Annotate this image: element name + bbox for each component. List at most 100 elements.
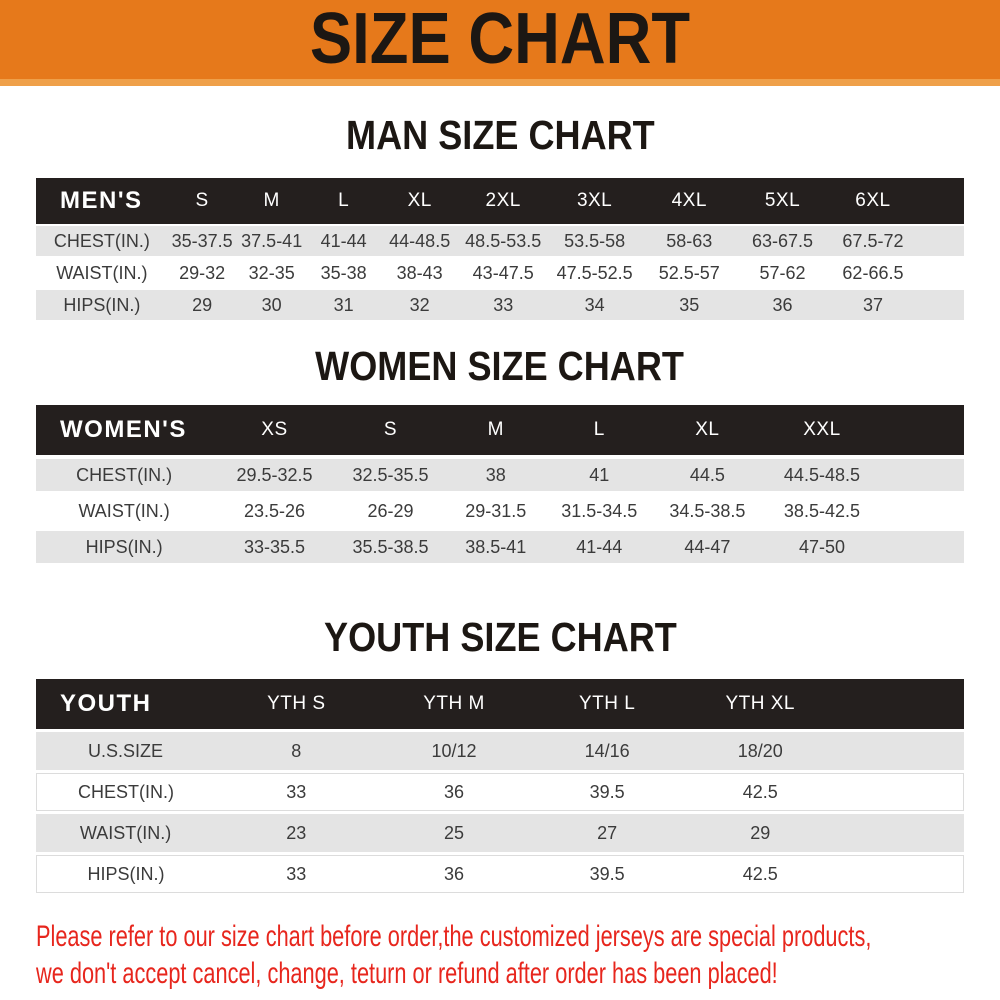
spacer-cell <box>836 855 964 893</box>
women-corner-label: WOMEN'S <box>36 405 213 455</box>
size-value-cell: 38.5-42.5 <box>763 495 881 527</box>
spacer-cell <box>880 531 964 563</box>
men-table-wrap: MEN'S S M L XL 2XL 3XL 4XL 5XL 6XL CHEST… <box>36 176 964 322</box>
size-value-cell: 36 <box>377 855 531 893</box>
row-label: CHEST(IN.) <box>36 226 168 256</box>
column-header: 6XL <box>828 178 918 224</box>
size-value-cell: 33 <box>459 290 548 320</box>
youth-waist-row: WAIST(IN.) 23 25 27 29 <box>36 814 964 852</box>
spacer-cell <box>880 495 964 527</box>
women-waist-row: WAIST(IN.) 23.5-26 26-29 29-31.5 31.5-34… <box>36 495 964 527</box>
column-header: YTH XL <box>683 679 837 729</box>
column-header: M <box>444 405 548 455</box>
women-size-table: WOMEN'S XS S M L XL XXL CHEST(IN.) 29.5-… <box>36 401 964 567</box>
size-value-cell: 31 <box>306 290 381 320</box>
men-hips-row: HIPS(IN.) 29 30 31 32 33 34 35 36 37 <box>36 290 964 320</box>
size-value-cell: 41-44 <box>306 226 381 256</box>
size-value-cell: 41 <box>547 459 652 491</box>
size-value-cell: 33-35.5 <box>212 531 337 563</box>
column-header: 3XL <box>547 178 642 224</box>
size-value-cell: 44.5 <box>651 459 764 491</box>
spacer-cell <box>917 290 964 320</box>
row-label: U.S.SIZE <box>36 732 216 770</box>
column-header: M <box>236 178 307 224</box>
row-label: CHEST(IN.) <box>36 773 216 811</box>
column-header: S <box>336 405 445 455</box>
size-value-cell: 18/20 <box>683 732 837 770</box>
row-label: HIPS(IN.) <box>36 855 216 893</box>
size-value-cell: 41-44 <box>547 531 652 563</box>
spacer-cell <box>917 258 964 288</box>
size-value-cell: 30 <box>236 290 307 320</box>
spacer-cell <box>917 226 964 256</box>
size-value-cell: 25 <box>377 814 531 852</box>
column-header: XL <box>651 405 764 455</box>
disclaimer-line-1: Please refer to our size chart before or… <box>36 920 872 953</box>
women-hips-row: HIPS(IN.) 33-35.5 35.5-38.5 38.5-41 41-4… <box>36 531 964 563</box>
men-size-table: MEN'S S M L XL 2XL 3XL 4XL 5XL 6XL CHEST… <box>36 176 964 322</box>
size-value-cell: 14/16 <box>530 732 684 770</box>
size-value-cell: 47-50 <box>763 531 881 563</box>
size-value-cell: 27 <box>530 814 684 852</box>
size-value-cell: 33 <box>215 773 378 811</box>
size-value-cell: 67.5-72 <box>828 226 918 256</box>
youth-chest-row: CHEST(IN.) 33 36 39.5 42.5 <box>36 773 964 811</box>
man-section-heading: MAN SIZE CHART <box>0 115 1000 156</box>
size-value-cell: 43-47.5 <box>459 258 548 288</box>
column-header: L <box>547 405 652 455</box>
size-value-cell: 23.5-26 <box>212 495 337 527</box>
row-label: HIPS(IN.) <box>36 531 213 563</box>
column-header: XXL <box>763 405 881 455</box>
youth-ussize-row: U.S.SIZE 8 10/12 14/16 18/20 <box>36 732 964 770</box>
size-value-cell: 29-32 <box>167 258 237 288</box>
man-heading-text: MAN SIZE CHART <box>345 112 655 158</box>
men-header-row: MEN'S S M L XL 2XL 3XL 4XL 5XL 6XL <box>36 178 964 224</box>
size-value-cell: 32.5-35.5 <box>336 459 445 491</box>
women-heading-text: WOMEN SIZE CHART <box>315 343 685 389</box>
size-value-cell: 52.5-57 <box>641 258 737 288</box>
men-waist-row: WAIST(IN.) 29-32 32-35 35-38 38-43 43-47… <box>36 258 964 288</box>
row-label: CHEST(IN.) <box>36 459 213 491</box>
disclaimer-line-2: we don't accept cancel, change, teturn o… <box>36 957 778 990</box>
size-value-cell: 63-67.5 <box>736 226 829 256</box>
size-value-cell: 38.5-41 <box>444 531 548 563</box>
size-value-cell: 44-48.5 <box>380 226 460 256</box>
column-header: YTH M <box>377 679 531 729</box>
size-value-cell: 29-31.5 <box>444 495 548 527</box>
size-value-cell: 34.5-38.5 <box>651 495 764 527</box>
column-header: 5XL <box>736 178 829 224</box>
size-value-cell: 39.5 <box>530 773 684 811</box>
column-header: 4XL <box>641 178 737 224</box>
size-value-cell: 26-29 <box>336 495 445 527</box>
size-value-cell: 48.5-53.5 <box>459 226 548 256</box>
spacer-cell <box>836 679 964 729</box>
size-value-cell: 57-62 <box>736 258 829 288</box>
spacer-cell <box>917 178 964 224</box>
size-value-cell: 34 <box>547 290 642 320</box>
size-value-cell: 35 <box>641 290 737 320</box>
youth-hips-row: HIPS(IN.) 33 36 39.5 42.5 <box>36 855 964 893</box>
size-value-cell: 29 <box>167 290 237 320</box>
size-value-cell: 37 <box>828 290 918 320</box>
spacer-cell <box>836 814 964 852</box>
size-value-cell: 37.5-41 <box>236 226 307 256</box>
column-header: YTH L <box>530 679 684 729</box>
size-value-cell: 44.5-48.5 <box>763 459 881 491</box>
disclaimer-text: Please refer to our size chart before or… <box>36 918 964 992</box>
men-corner-label: MEN'S <box>36 178 168 224</box>
column-header: 2XL <box>459 178 548 224</box>
size-value-cell: 36 <box>736 290 829 320</box>
size-value-cell: 42.5 <box>683 855 837 893</box>
size-value-cell: 23 <box>215 814 378 852</box>
column-header: L <box>306 178 381 224</box>
size-value-cell: 29 <box>683 814 837 852</box>
youth-section-heading: YOUTH SIZE CHART <box>0 617 1000 658</box>
banner-title: SIZE CHART <box>309 0 691 79</box>
size-value-cell: 32 <box>380 290 460 320</box>
spacer-cell <box>880 405 964 455</box>
spacer-cell <box>836 773 964 811</box>
row-label: WAIST(IN.) <box>36 814 216 852</box>
size-value-cell: 44-47 <box>651 531 764 563</box>
size-value-cell: 8 <box>215 732 378 770</box>
youth-heading-text: YOUTH SIZE CHART <box>323 614 677 660</box>
